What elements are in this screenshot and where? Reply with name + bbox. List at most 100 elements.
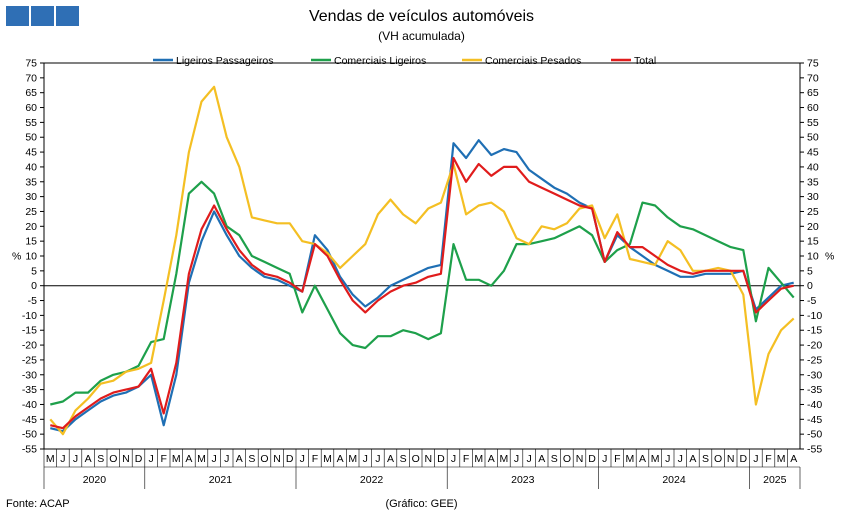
year-label: 2023 xyxy=(511,474,535,486)
source-note: Fonte: ACAP xyxy=(6,498,70,510)
x-tick-label: A xyxy=(689,453,696,465)
y-tick-label-right: -35 xyxy=(807,384,822,396)
y-tick-label-left: 50 xyxy=(25,132,37,144)
y-tick-label-left: 45 xyxy=(25,147,37,159)
x-tick-label: J xyxy=(451,453,456,465)
y-tick-label-left: 75 xyxy=(25,58,37,70)
x-tick-label: M xyxy=(46,453,55,465)
x-tick-label: M xyxy=(197,453,206,465)
institution-logo xyxy=(6,6,79,26)
logo-block xyxy=(6,6,29,26)
y-tick-label-right: -20 xyxy=(807,340,822,352)
x-tick-label: M xyxy=(500,453,509,465)
y-tick-label-left: -25 xyxy=(22,354,37,366)
x-tick-label: A xyxy=(538,453,545,465)
x-tick-label: O xyxy=(109,453,117,465)
x-tick-label: D xyxy=(286,453,294,465)
y-tick-label-right: -15 xyxy=(807,325,822,337)
x-tick-label: F xyxy=(463,453,469,465)
series-lines xyxy=(49,85,795,436)
x-tick-label: N xyxy=(122,453,130,465)
x-tick-label: A xyxy=(236,453,243,465)
y-tick-label-left: 65 xyxy=(25,87,37,99)
year-label: 2025 xyxy=(763,474,787,486)
x-tick-label: J xyxy=(665,453,670,465)
y-tick-label-right: 35 xyxy=(807,176,819,188)
y-tick-label-left: 15 xyxy=(25,236,37,248)
credit-note: (Gráfico: GEE) xyxy=(385,498,458,510)
x-tick-label: S xyxy=(248,453,255,465)
x-tick-label: S xyxy=(97,453,104,465)
x-tick-label: J xyxy=(678,453,683,465)
x-tick-label: J xyxy=(224,453,229,465)
series-line xyxy=(50,180,795,406)
x-tick-label: J xyxy=(148,453,153,465)
y-tick-label-left: -45 xyxy=(22,414,37,426)
x-tick-label: N xyxy=(273,453,281,465)
x-tick-label: J xyxy=(300,453,305,465)
x-tick-label: O xyxy=(563,453,571,465)
x-tick-label: A xyxy=(85,453,92,465)
x-tick-label: F xyxy=(312,453,318,465)
year-label: 2020 xyxy=(83,474,107,486)
legend-label: Comerciais Pesados xyxy=(485,55,581,67)
x-tick-label: O xyxy=(260,453,268,465)
y-tick-label-left: 40 xyxy=(25,161,37,173)
x-tick-label: D xyxy=(588,453,596,465)
y-tick-label-right: 0 xyxy=(807,280,813,292)
x-tick-label: A xyxy=(488,453,495,465)
year-label: 2024 xyxy=(662,474,686,486)
y-tick-label-right: 75 xyxy=(807,58,819,70)
y-tick-label-right: 45 xyxy=(807,147,819,159)
y-tick-label-left: 55 xyxy=(25,117,37,129)
x-tick-label: A xyxy=(790,453,797,465)
logo-block xyxy=(31,6,54,26)
x-tick-label: A xyxy=(337,453,344,465)
chart-subtitle: (VH acumulada) xyxy=(378,29,465,43)
y-axis-label-left: % xyxy=(12,251,21,263)
x-tick-label: J xyxy=(363,453,368,465)
axes: -55 -55-50 -50-45 -45-40 -40-35 -35-30 -30-25-… xyxy=(12,58,834,489)
y-tick-label-left: -20 xyxy=(22,340,37,352)
x-tick-label: O xyxy=(714,453,722,465)
x-tick-label: J xyxy=(514,453,519,465)
x-tick-label: M xyxy=(323,453,332,465)
y-tick-label-right: 20 xyxy=(807,221,819,233)
x-tick-label: N xyxy=(425,453,433,465)
legend-label: Total xyxy=(634,55,656,67)
series-line xyxy=(49,85,795,436)
series-line xyxy=(50,139,794,433)
series-line xyxy=(50,156,794,430)
y-tick-label-left: -35 xyxy=(22,384,37,396)
y-tick-label-left: -50 xyxy=(22,429,37,441)
x-tick-label: N xyxy=(727,453,735,465)
y-tick-label-left: 5 xyxy=(31,265,37,277)
y-tick-label-right: 10 xyxy=(807,251,819,263)
y-tick-label-left: -10 xyxy=(22,310,37,322)
y-tick-label-right: 5 xyxy=(807,265,813,277)
x-tick-label: S xyxy=(702,453,709,465)
y-tick-label-right: 40 xyxy=(807,161,819,173)
year-label: 2022 xyxy=(360,474,384,486)
y-tick-label-left: -5 xyxy=(28,295,37,307)
y-tick-label-right: 55 xyxy=(807,117,819,129)
y-tick-label-left: 20 xyxy=(25,221,37,233)
y-tick-label-right: 65 xyxy=(807,87,819,99)
y-tick-label-right: -50 xyxy=(807,429,822,441)
y-tick-label-right: -30 xyxy=(807,369,822,381)
y-tick-label-right: -45 xyxy=(807,414,822,426)
y-tick-label-left: -15 xyxy=(22,325,37,337)
x-tick-label: F xyxy=(765,453,771,465)
x-tick-label: J xyxy=(526,453,531,465)
y-tick-label-left: -40 xyxy=(22,399,37,411)
y-axis-label-right: % xyxy=(825,251,834,263)
x-tick-label: M xyxy=(474,453,483,465)
legend-label: Ligeiros Passageiros xyxy=(176,55,273,67)
x-tick-label: N xyxy=(576,453,584,465)
x-tick-label: S xyxy=(551,453,558,465)
x-tick-label: M xyxy=(348,453,357,465)
y-tick-label-right: -25 xyxy=(807,354,822,366)
x-tick-label: J xyxy=(375,453,380,465)
year-label: 2021 xyxy=(209,474,233,486)
y-tick-label-right: 60 xyxy=(807,102,819,114)
